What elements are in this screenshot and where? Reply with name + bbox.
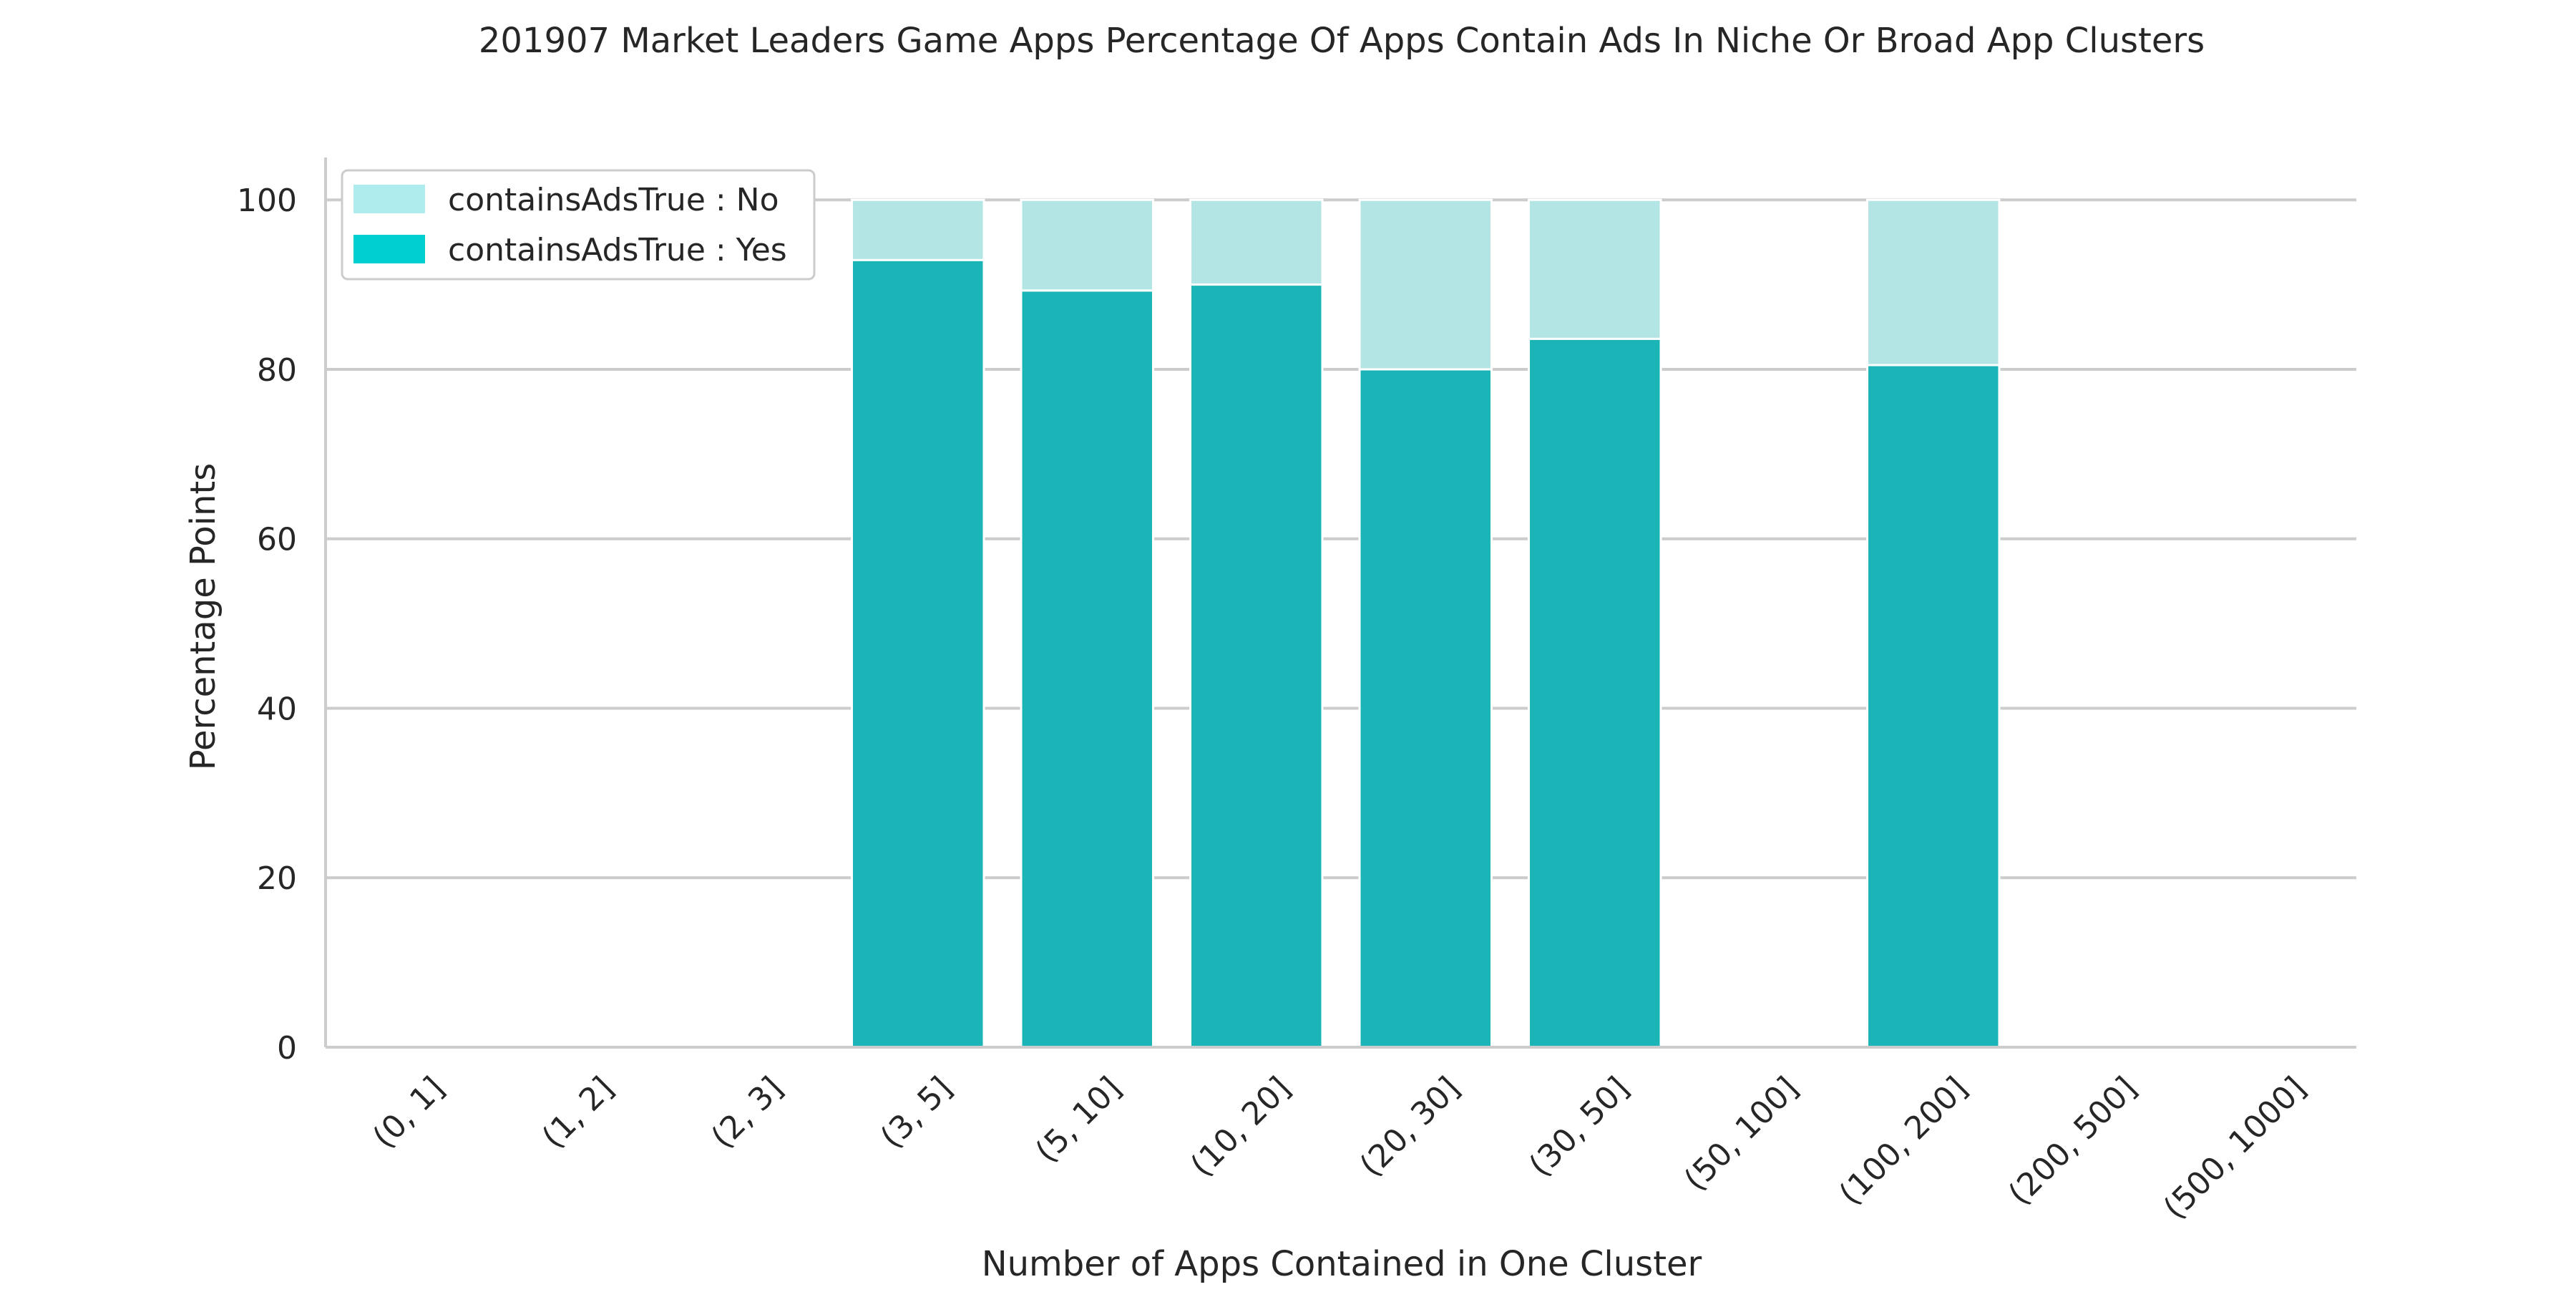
bar-no: [1020, 198, 1154, 292]
bar-no: [1528, 198, 1662, 340]
y-tick-labels: 0 20 40 60 80 100: [237, 183, 297, 1067]
x-tick-label: (5, 10]: [1029, 1070, 1129, 1170]
bar-no: [1358, 198, 1493, 371]
x-axis-label: Number of Apps Contained in One Cluster: [982, 1244, 1702, 1284]
y-axis-label: Percentage Points: [183, 463, 223, 770]
x-tick-label: (100, 200]: [1833, 1070, 1975, 1213]
y-tick-label: 60: [257, 522, 297, 558]
x-tick-labels: (0, 1] (1, 2] (2, 3] (3, 5] (5, 10] (10, 20] (…: [366, 1070, 2313, 1227]
x-tick-label: (2, 3]: [704, 1070, 790, 1156]
chart-title: 201907 Market Leaders Game Apps Percenta…: [479, 21, 2205, 61]
bars: [851, 198, 2001, 1049]
x-tick-label: (200, 500]: [2001, 1070, 2144, 1213]
bar-yes: [1866, 364, 2001, 1049]
bar-no: [851, 198, 985, 261]
legend-label: containsAdsTrue : No: [448, 182, 779, 218]
bar-yes: [851, 258, 985, 1049]
y-tick-label: 100: [237, 183, 297, 219]
bar-no: [1189, 198, 1324, 286]
bar-no: [1866, 198, 2001, 366]
legend-label: containsAdsTrue : Yes: [448, 232, 787, 268]
y-tick-label: 20: [257, 860, 297, 897]
x-tick-label: (0, 1]: [366, 1070, 452, 1156]
legend: containsAdsTrue : No containsAdsTrue : Ye…: [341, 169, 816, 281]
x-tick-label: (10, 20]: [1184, 1070, 1297, 1184]
y-tick-label: 40: [257, 691, 297, 727]
bar-yes: [1528, 337, 1662, 1049]
y-tick-label: 80: [257, 352, 297, 389]
x-tick-label: (50, 100]: [1677, 1070, 1805, 1198]
x-tick-label: (30, 50]: [1522, 1070, 1636, 1184]
legend-box: [341, 169, 816, 281]
y-tick-label: 0: [277, 1030, 297, 1067]
gridlines: [326, 198, 2356, 1049]
legend-swatch: [353, 185, 425, 213]
x-tick-label: (20, 30]: [1353, 1070, 1467, 1184]
bar-yes: [1358, 368, 1493, 1049]
x-tick-label: (3, 5]: [874, 1070, 960, 1156]
bar-yes: [1020, 289, 1154, 1049]
x-tick-label: (1, 2]: [535, 1070, 621, 1156]
x-tick-label: (500, 1000]: [2157, 1070, 2313, 1227]
legend-swatch: [353, 235, 425, 263]
axes: [324, 157, 2356, 1049]
bar-yes: [1189, 283, 1324, 1049]
